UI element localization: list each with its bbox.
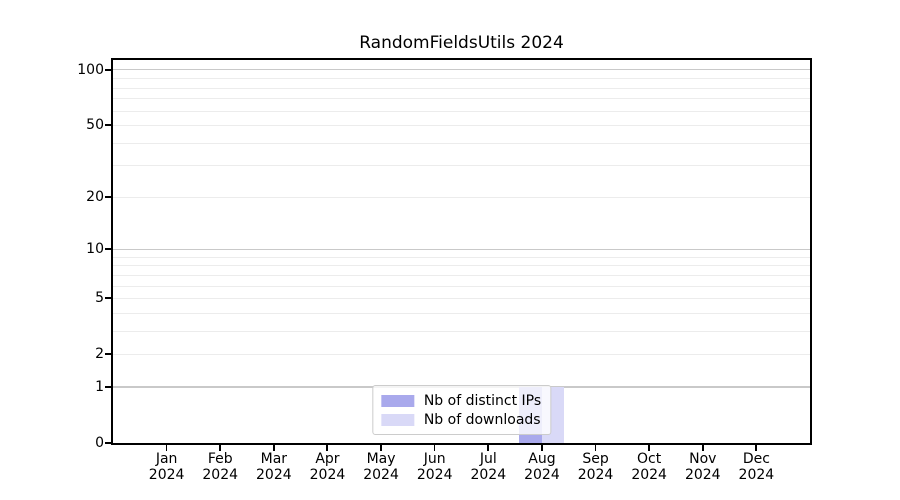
x-tick-mark <box>380 445 382 451</box>
chart-title: RandomFieldsUtils 2024 <box>359 33 564 53</box>
gridline-minor <box>113 142 810 144</box>
x-tick-mark <box>272 445 275 451</box>
legend-label-downloads: Nb of downloads <box>423 411 541 428</box>
x-tick-month: May <box>366 451 396 467</box>
x-tick-year: 2024 <box>309 467 346 483</box>
legend-item-distinct-ips: Nb of distinct IPs <box>380 391 542 410</box>
gridline-minor <box>113 298 810 300</box>
x-tick-label: Oct 2024 <box>609 451 689 483</box>
x-tick-month: Dec <box>742 451 770 467</box>
x-tick-label: Sep 2024 <box>556 451 636 483</box>
gridline-minor <box>113 274 810 276</box>
x-tick-mark <box>326 445 329 451</box>
gridline-minor <box>113 78 810 80</box>
y-tick-label: 5 <box>95 290 104 307</box>
gridline-minor <box>113 265 810 267</box>
x-tick-mark <box>540 445 543 451</box>
x-tick-label: Aug 2024 <box>502 451 582 483</box>
x-tick-year: 2024 <box>470 467 507 483</box>
x-tick-month: Oct <box>637 451 662 467</box>
gridline-minor <box>113 330 810 332</box>
y-tick-mark <box>105 385 112 388</box>
x-tick-month: Jul <box>479 451 497 467</box>
x-tick-month: Aug <box>528 451 556 467</box>
y-tick-label: 100 <box>77 61 104 78</box>
gridline-major <box>113 69 810 71</box>
x-tick-label: Nov 2024 <box>663 451 743 483</box>
legend-swatch-downloads <box>380 413 414 426</box>
gridline-minor <box>113 125 810 127</box>
x-tick-mark <box>487 445 490 451</box>
y-tick-label: 50 <box>86 117 104 134</box>
y-tick-mark <box>105 195 112 198</box>
x-tick-year: 2024 <box>684 467 721 483</box>
plot-canvas: Nb of distinct IPs Nb of downloads <box>113 60 810 443</box>
x-tick-year: 2024 <box>577 467 614 483</box>
gridline-minor <box>113 312 810 314</box>
gridline-minor <box>113 256 810 258</box>
x-tick-year: 2024 <box>416 467 453 483</box>
x-tick-month: Jun <box>423 451 446 467</box>
x-tick-label: Mar 2024 <box>234 451 314 483</box>
x-tick-label: Apr 2024 <box>287 451 367 483</box>
plot-area: Nb of distinct IPs Nb of downloads <box>111 58 812 445</box>
gridline-minor <box>113 110 810 112</box>
y-tick-label: 2 <box>95 346 104 363</box>
x-tick-mark <box>165 445 168 451</box>
y-tick-label: 20 <box>86 188 104 205</box>
legend: Nb of distinct IPs Nb of downloads <box>371 385 552 435</box>
x-tick-month: Jan <box>155 451 178 467</box>
y-tick-mark <box>105 124 112 126</box>
y-tick-label: 10 <box>86 241 104 258</box>
y-tick-mark <box>105 297 112 299</box>
x-tick-month: Apr <box>315 451 340 467</box>
y-tick-mark <box>105 353 112 355</box>
y-tick-label: 0 <box>95 435 104 451</box>
x-tick-mark <box>701 445 704 451</box>
gridline-minor <box>113 87 810 89</box>
y-tick-mark <box>105 442 112 444</box>
y-tick-mark <box>105 248 112 250</box>
x-tick-year: 2024 <box>256 467 292 483</box>
x-tick-mark <box>755 445 758 451</box>
y-tick-mark <box>105 68 112 71</box>
x-tick-year: 2024 <box>202 467 239 483</box>
x-tick-mark <box>594 445 597 451</box>
x-tick-mark <box>219 445 222 451</box>
x-tick-label: Feb 2024 <box>180 451 260 483</box>
x-tick-mark <box>648 445 650 451</box>
x-tick-year: 2024 <box>363 467 399 483</box>
x-tick-year: 2024 <box>148 467 185 483</box>
legend-swatch-distinct-ips <box>380 394 414 407</box>
legend-item-downloads: Nb of downloads <box>380 410 541 429</box>
gridline-minor <box>113 354 810 356</box>
x-tick-month: Sep <box>582 451 609 467</box>
gridline-minor <box>113 196 810 198</box>
x-tick-year: 2024 <box>738 467 775 483</box>
x-tick-year: 2024 <box>631 467 667 483</box>
y-tick-label: 1 <box>95 378 104 395</box>
gridline-minor <box>113 165 810 167</box>
x-tick-month: Feb <box>207 451 233 467</box>
legend-label-distinct-ips: Nb of distinct IPs <box>423 392 542 409</box>
x-tick-label: Jun 2024 <box>395 451 475 483</box>
x-tick-year: 2024 <box>524 467 560 483</box>
x-tick-label: Dec 2024 <box>716 451 796 483</box>
x-tick-label: Jul 2024 <box>448 451 528 483</box>
x-tick-month: Mar <box>260 451 288 467</box>
x-tick-month: Nov <box>689 451 717 467</box>
gridline-major <box>113 248 810 250</box>
gridline-minor <box>113 285 810 287</box>
x-tick-mark <box>433 445 436 451</box>
x-tick-label: May 2024 <box>341 451 421 483</box>
x-tick-label: Jan 2024 <box>127 451 207 483</box>
gridline-minor <box>113 98 810 100</box>
